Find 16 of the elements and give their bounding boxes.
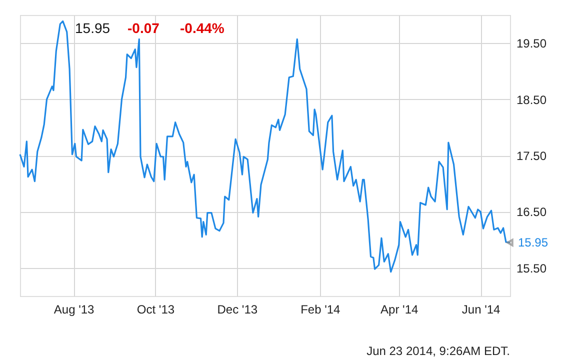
- y-tick-label: 16.50: [516, 205, 547, 220]
- annotation: -0.44%: [180, 20, 225, 36]
- annotation: 15.95: [518, 236, 548, 250]
- x-tick-label: Oct '13: [136, 302, 175, 316]
- x-tick-label: Dec '13: [217, 302, 258, 316]
- x-tick-label: Aug '13: [54, 302, 95, 316]
- y-tick-label: 19.50: [516, 36, 547, 51]
- x-tick-label: Feb '14: [300, 302, 341, 316]
- y-tick-label: 15.50: [516, 261, 547, 276]
- y-tick-label: 18.50: [516, 92, 547, 107]
- annotation: -0.07: [128, 20, 160, 36]
- x-tick-label: Apr '14: [380, 302, 419, 316]
- annotation: 15.95: [75, 20, 110, 36]
- text: Jun 23 2014, 9:26AM EDT.: [366, 344, 510, 358]
- y-tick-label: 17.50: [516, 149, 547, 163]
- x-tick-label: Jun '14: [462, 302, 501, 316]
